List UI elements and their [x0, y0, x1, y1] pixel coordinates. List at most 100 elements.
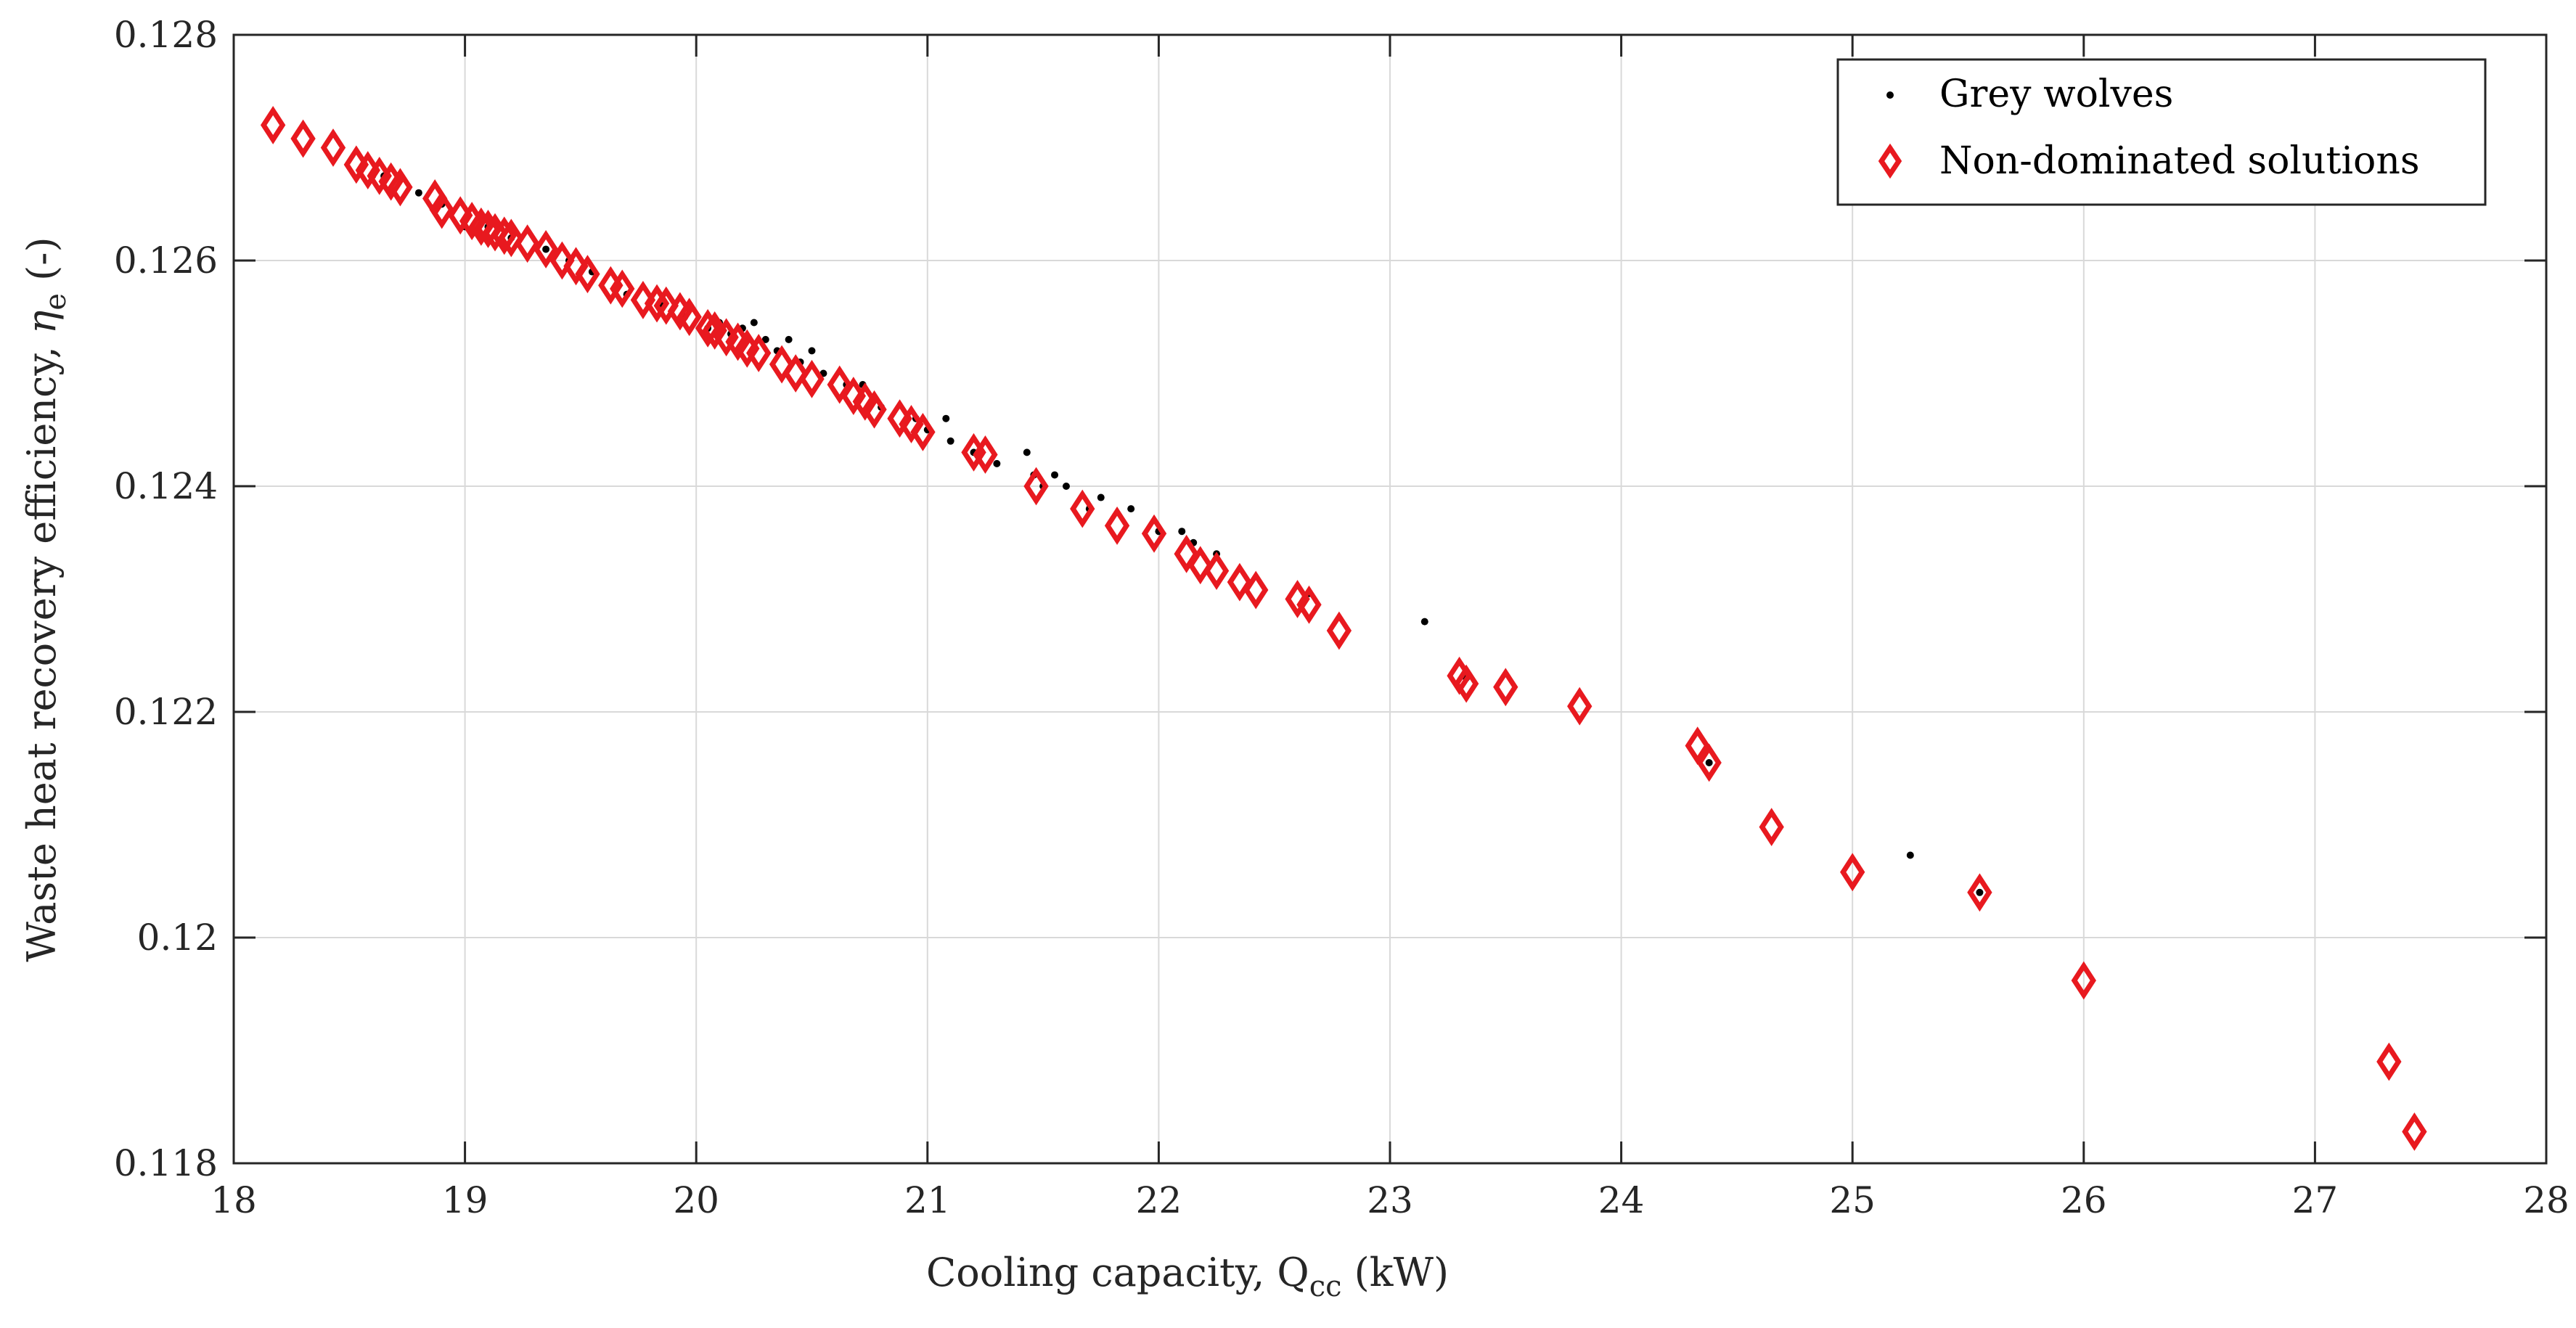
x-tick-label: 26 [2061, 1179, 2107, 1221]
x-tick-label: 23 [1367, 1179, 1413, 1221]
grey-wolf-point [993, 459, 1001, 467]
x-tick-label: 24 [1598, 1179, 1645, 1221]
non-dominated-point [783, 354, 809, 393]
non-dominated-point [630, 281, 656, 319]
grey-wolf-point [1051, 471, 1059, 479]
non-dominated-point [429, 190, 454, 229]
grey-wolf-point [785, 335, 793, 343]
non-dominated-point [799, 359, 825, 398]
y-tick-label: 0.122 [114, 691, 218, 733]
axis-ticks [232, 33, 2548, 1165]
non-dominated-point [320, 128, 346, 167]
x-tick-label: 20 [673, 1179, 719, 1221]
non-dominated-point [1326, 611, 1352, 650]
non-dominated-point [910, 412, 936, 451]
non-dominated-point [388, 168, 413, 207]
y-axis-label-main: Waste heat recovery efficiency, [19, 334, 65, 962]
legend: Grey wolves Non-dominated solutions [1836, 58, 2487, 206]
non-dominated-point [575, 255, 600, 294]
y-axis-label-unit: (-) [19, 237, 65, 293]
non-dominated-point [2376, 1042, 2402, 1081]
non-dominated-point [769, 345, 795, 384]
non-dominated-point [549, 241, 575, 280]
non-dominated-point [746, 334, 772, 372]
non-dominated-point [1187, 546, 1213, 585]
grid-lines [234, 35, 2546, 1163]
x-axis-label: Cooling capacity, Qcc (kW) [926, 1250, 1449, 1303]
legend-marker-non-dominated-solutions [1878, 143, 1902, 179]
non-dominated-point [1227, 562, 1253, 602]
non-dominated-point [290, 119, 316, 158]
x-tick-labels: 18 19 20 21 22 23 24 25 26 27 28 [210, 1179, 2569, 1221]
non-dominated-point [973, 435, 998, 474]
non-dominated-point [1759, 808, 1784, 847]
grey-wolf-point [1062, 483, 1070, 490]
y-axis-label-symbol: η [19, 311, 65, 334]
non-dominated-point [1453, 664, 1479, 703]
grey-wolf-point [1178, 528, 1186, 536]
x-tick-label: 27 [2292, 1179, 2339, 1221]
y-tick-label: 0.128 [114, 14, 218, 56]
non-dominated-point [695, 308, 721, 348]
non-dominated-point [1840, 853, 1865, 892]
x-axis-label-sub: cc [1309, 1270, 1342, 1303]
non-dominated-point [676, 298, 702, 337]
non-dominated-point [1023, 467, 1049, 506]
grey-wolf-point [1906, 851, 1914, 859]
x-tick-label: 18 [210, 1179, 257, 1221]
x-tick-label: 22 [1136, 1179, 1182, 1221]
non-dominated-point [653, 286, 679, 325]
grey-wolf-point [1976, 888, 1984, 896]
grey-wolf-point [1420, 618, 1428, 626]
grey-wolf-point [414, 189, 422, 197]
non-dominated-point [515, 224, 540, 263]
non-dominated-point [2071, 961, 2096, 1000]
legend-box [1836, 58, 2487, 206]
y-axis-label-sub: e [39, 293, 73, 311]
non-dominated-point [499, 218, 524, 258]
x-tick-label: 28 [2523, 1179, 2569, 1221]
non-dominated-point [827, 365, 852, 404]
non-dominated-point [610, 269, 635, 308]
y-tick-label: 0.118 [114, 1142, 218, 1184]
non-dominated-point [1141, 514, 1167, 553]
non-dominated-point [1567, 686, 1592, 726]
legend-marker-grey-wolves [1886, 91, 1894, 99]
non-dominated-point [563, 247, 589, 286]
x-tick-label: 19 [442, 1179, 488, 1221]
grey-wolf-point [761, 335, 769, 343]
non-dominated-point [260, 105, 286, 144]
grey-wolf-point [1097, 493, 1105, 501]
non-dominated-point [1203, 552, 1230, 591]
x-axis-label-unit: (kW) [1342, 1250, 1449, 1295]
series-non-dominated-solutions [260, 105, 2427, 1151]
y-tick-label: 0.12 [137, 917, 218, 959]
grey-wolf-point [542, 245, 550, 253]
non-dominated-point [1174, 534, 1199, 573]
non-dominated-point [475, 210, 501, 248]
non-dominated-point [1243, 570, 1269, 610]
grey-wolf-point [808, 347, 816, 355]
non-dominated-point [468, 207, 494, 246]
non-dominated-point [1967, 873, 1992, 912]
y-tick-label: 0.126 [114, 239, 218, 282]
non-dominated-point [1104, 507, 1130, 545]
legend-label-grey-wolves: Grey wolves [1939, 73, 2173, 116]
legend-label-non-dominated-solutions: Non-dominated solutions [1939, 139, 2420, 183]
non-dominated-point [2402, 1112, 2427, 1151]
non-dominated-point [533, 230, 559, 269]
non-dominated-point [862, 390, 887, 429]
grey-wolf-point [946, 437, 954, 445]
non-dominated-point [1696, 743, 1722, 782]
non-dominated-point [1493, 668, 1518, 707]
non-dominated-point [1685, 726, 1710, 766]
x-tick-label: 21 [904, 1179, 951, 1221]
grey-wolf-point [750, 319, 758, 327]
x-axis-label-main: Cooling capacity, Q [926, 1250, 1309, 1295]
grey-wolf-point [1127, 505, 1135, 513]
non-dominated-point [899, 405, 924, 443]
grey-wolf-point [942, 414, 950, 422]
x-tick-label: 25 [1829, 1179, 1876, 1221]
y-axis-label: Waste heat recovery efficiency, ηe (-) [19, 237, 73, 962]
